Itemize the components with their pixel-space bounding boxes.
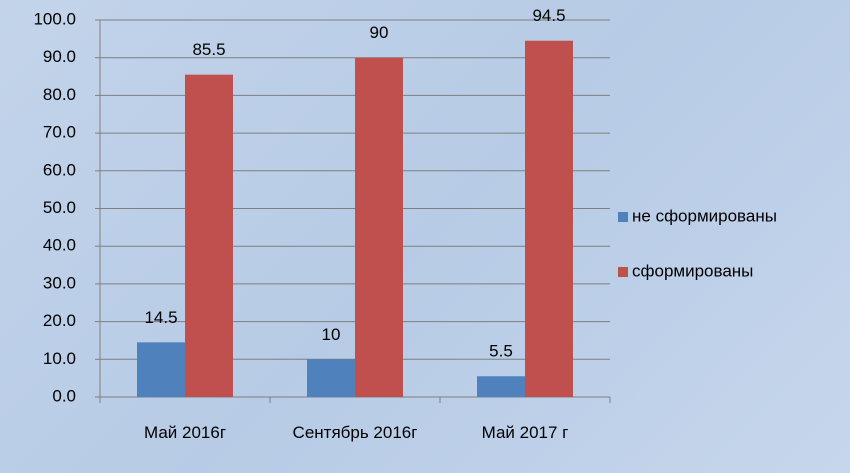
data-label: 85.5	[192, 40, 225, 59]
legend-label: сформированы	[632, 261, 753, 280]
data-label: 10	[322, 325, 341, 344]
legend-swatch	[618, 212, 628, 222]
data-label: 14.5	[144, 308, 177, 327]
y-tick-label: 40.0	[43, 236, 76, 255]
bar	[477, 376, 525, 397]
x-tick-label: Май 2017 г	[481, 423, 569, 442]
y-tick-label: 20.0	[43, 311, 76, 330]
y-tick-label: 80.0	[43, 85, 76, 104]
bar	[355, 57, 403, 397]
bar	[525, 40, 573, 398]
x-tick-label: Май 2016г	[143, 423, 227, 442]
y-tick-label: 50.0	[43, 198, 76, 217]
bar	[185, 74, 233, 397]
y-tick-label: 100.0	[33, 9, 76, 28]
data-label: 5.5	[489, 342, 513, 361]
y-tick-label: 70.0	[43, 123, 76, 142]
legend-label: не сформированы	[632, 206, 777, 225]
x-tick-label: Сентябрь 2016г	[292, 423, 418, 442]
data-label: 90	[370, 23, 389, 42]
data-label: 94.5	[532, 6, 565, 25]
y-tick-label: 0.0	[52, 386, 76, 405]
y-tick-label: 30.0	[43, 273, 76, 292]
y-tick-label: 10.0	[43, 349, 76, 368]
legend-swatch	[618, 267, 628, 277]
y-tick-label: 60.0	[43, 160, 76, 179]
bar	[307, 359, 355, 397]
y-tick-label: 90.0	[43, 47, 76, 66]
bar	[137, 342, 185, 397]
